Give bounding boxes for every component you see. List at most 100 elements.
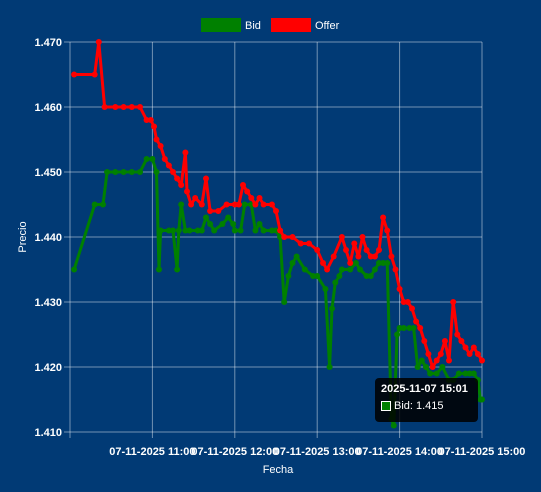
offer-data-point [450, 299, 457, 305]
offer-data-point [474, 351, 481, 357]
bid-data-point [347, 266, 354, 273]
offer-data-point [161, 156, 168, 162]
offer-data-point [479, 357, 485, 364]
bid-data-point [332, 279, 339, 286]
offer-data-point [182, 149, 189, 156]
tooltip-title: 2025-11-07 15:01 [381, 383, 468, 395]
bid-data-point [268, 227, 275, 234]
offer-data-point [268, 201, 275, 208]
bid-data-point [462, 370, 469, 377]
bid-data-point [174, 266, 181, 273]
offer-data-point [143, 117, 150, 123]
offer-data-point [215, 208, 222, 214]
offer-data-point [380, 214, 387, 221]
offer-data-point [112, 104, 119, 110]
offer-data-point [371, 253, 378, 260]
offer-data-point [184, 188, 190, 195]
bid-data-point [178, 201, 185, 208]
bid-data-point [394, 331, 401, 338]
bid-data-point [400, 325, 407, 331]
bid-data-point [252, 227, 259, 234]
legend-label-offer: Offer [315, 20, 340, 32]
offer-data-point [470, 344, 477, 351]
offer-data-point [277, 227, 284, 234]
offer-data-point [454, 331, 461, 338]
offer-data-point [260, 201, 267, 208]
y-tick-label: 1.460 [34, 102, 62, 114]
bid-data-point [396, 325, 403, 331]
offer-data-point [363, 247, 370, 253]
offer-data-point [367, 253, 374, 260]
bid-data-point [153, 169, 160, 175]
bid-data-point [260, 227, 267, 234]
offer-data-point [71, 71, 78, 78]
bid-data-point [427, 370, 434, 377]
bid-data-point [338, 266, 345, 273]
bid-data-point [175, 227, 182, 234]
offer-data-point [203, 175, 209, 182]
bid-data-point [207, 221, 214, 227]
offer-data-point [417, 325, 424, 331]
bid-data-point [390, 422, 397, 429]
x-axis-title: Fecha [263, 464, 294, 476]
offer-data-point [147, 117, 154, 123]
offer-data-point [320, 260, 326, 266]
offer-data-point [409, 305, 415, 312]
bid-data-point [219, 221, 226, 227]
legend-label-bid: Bid [245, 20, 261, 32]
offer-data-point [248, 195, 255, 201]
bid-data-point [466, 370, 473, 377]
offer-data-point [392, 266, 399, 273]
bid-data-point [285, 273, 292, 279]
bid-data-point [410, 325, 417, 331]
bid-data-point [137, 169, 143, 175]
legend[interactable]: Bid Offer [201, 18, 340, 32]
bid-data-point [455, 370, 462, 377]
offer-data-point [170, 169, 176, 175]
bid-data-point [384, 260, 391, 266]
offer-data-point [330, 253, 337, 260]
offer-data-point [429, 364, 436, 370]
bid-data-point [156, 266, 162, 273]
offer-data-point [462, 344, 469, 351]
offer-data-point [314, 247, 321, 253]
bid-data-point [418, 357, 425, 364]
bid-data-point [112, 169, 119, 175]
x-tick-label: 07-11-2025 12:00 [191, 446, 278, 458]
offer-data-point [240, 182, 246, 188]
offer-data-point [120, 104, 127, 110]
offer-series-line [74, 40, 484, 369]
offer-data-point [231, 201, 238, 208]
bid-data-point [414, 364, 421, 370]
bid-data-point [120, 169, 127, 175]
offer-data-point [198, 201, 205, 208]
bid-data-point [198, 227, 205, 234]
offer-data-point [306, 240, 312, 247]
offer-data-point [91, 71, 98, 78]
bid-data-point [273, 227, 279, 234]
offer-data-point [324, 266, 331, 273]
offer-data-point [101, 104, 108, 110]
offer-data-point [252, 201, 259, 208]
bid-data-point [149, 156, 156, 162]
bid-data-point [326, 364, 333, 370]
offer-data-point [95, 39, 102, 45]
x-tick-label: 07-11-2025 11:00 [109, 446, 195, 458]
offer-data-point [297, 240, 304, 247]
bid-data-point [433, 370, 440, 377]
bid-data-point [157, 227, 164, 234]
offer-data-point [281, 234, 288, 240]
offer-data-point [433, 357, 440, 364]
axis-layer: 1.410 1.420 1.430 1.440 1.450 1.460 1.470 07-11… [17, 37, 525, 476]
bid-data-point [143, 156, 150, 162]
offer-data-point [178, 182, 185, 188]
offer-data-point [404, 299, 411, 305]
offer-data-point [343, 247, 349, 253]
bid-data-point [310, 273, 317, 279]
offer-data-point [256, 195, 263, 201]
bid-data-point [241, 201, 248, 208]
y-tick-label: 1.470 [34, 37, 62, 49]
offer-data-point [425, 351, 432, 357]
offer-data-point [207, 208, 214, 214]
